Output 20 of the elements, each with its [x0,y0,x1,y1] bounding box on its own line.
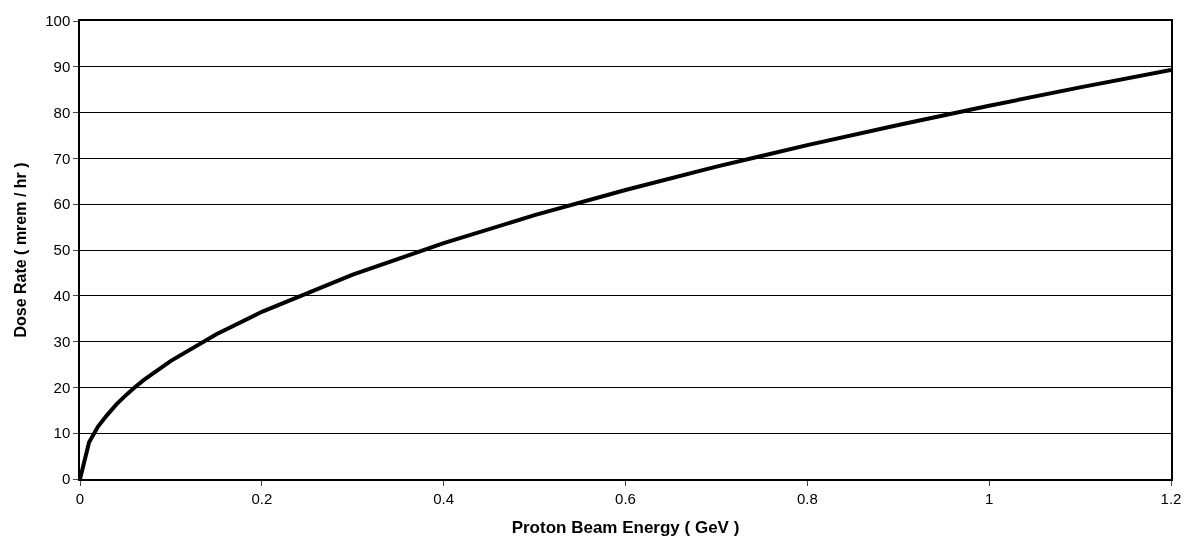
y-tick-label: 90 [53,58,71,76]
y-tick-label: 40 [53,287,71,305]
y-tick-label: 30 [53,332,71,350]
x-axis-title: Proton Beam Energy ( GeV ) [511,517,740,537]
x-tick-label: 1 [985,489,994,507]
x-tick-label: 0.2 [251,489,273,507]
y-tick-label: 20 [53,378,71,396]
y-tick-label: 100 [45,12,71,30]
y-tick-label: 80 [53,103,71,121]
y-tick-label: 60 [53,195,71,213]
y-tick-label: 10 [53,424,71,442]
x-tick-label: 0.4 [433,489,455,507]
x-tick-label: 0.6 [615,489,636,507]
y-tick-label: 70 [53,149,71,167]
y-tick-label: 0 [61,470,71,488]
x-tick-label: 1.2 [1160,489,1182,507]
y-axis-title: Dose Rate ( mrem / hr ) [11,162,29,338]
x-tick-label: 0.8 [796,489,818,507]
y-tick-label: 50 [53,241,71,259]
x-tick-label: 0 [75,489,85,507]
